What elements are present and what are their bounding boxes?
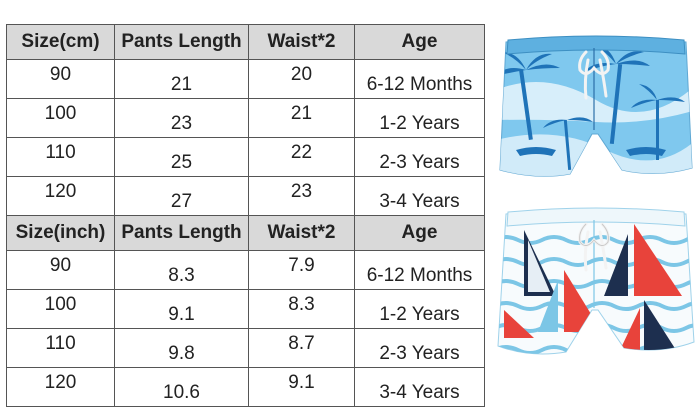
header-pants-length: Pants Length [114,215,249,251]
age-cell: 1-2 Years [354,289,485,329]
age-cell: 6-12 Months [354,250,485,290]
age-cell: 2-3 Years [354,137,485,177]
table-row: 90 8.3 7.9 6-12 Months [6,250,485,290]
waist-cell: 9.1 [248,367,355,407]
palm-tree-shorts-image [496,30,698,190]
palm-shorts-illustration [499,35,693,177]
table-row: 100 9.1 8.3 1-2 Years [6,289,485,329]
table-row: 100 23 21 1-2 Years [6,98,485,138]
pants-length-cell: 25 [114,137,249,177]
size-cell: 110 [6,137,115,177]
sailboat-shorts-image [494,200,698,372]
size-cell: 100 [6,289,115,329]
header-waist: Waist*2 [248,215,355,251]
table-row: 120 10.6 9.1 3-4 Years [6,367,485,407]
age-cell: 3-4 Years [354,176,485,216]
size-cell: 110 [6,328,115,368]
header-pants-length: Pants Length [114,24,249,60]
header-age: Age [354,215,485,251]
table-row: 110 9.8 8.7 2-3 Years [6,328,485,368]
pants-length-cell: 21 [114,59,249,99]
waist-cell: 22 [248,137,355,177]
size-cell: 100 [6,98,115,138]
table-row: 120 27 23 3-4 Years [6,176,485,216]
header-size-inch: Size(inch) [6,215,115,251]
pants-length-cell: 23 [114,98,249,138]
header-size-cm: Size(cm) [6,24,115,60]
sailboat-shorts-illustration [497,207,695,355]
waist-cell: 20 [248,59,355,99]
size-chart: Size(cm) Pants Length Waist*2 Age 90 21 … [6,24,485,407]
header-waist: Waist*2 [248,24,355,60]
waist-cell: 8.7 [248,328,355,368]
pants-length-cell: 8.3 [114,250,249,290]
waist-cell: 21 [248,98,355,138]
cm-header-row: Size(cm) Pants Length Waist*2 Age [6,24,485,60]
age-cell: 6-12 Months [354,59,485,99]
waist-cell: 23 [248,176,355,216]
age-cell: 2-3 Years [354,328,485,368]
size-cell: 90 [6,250,115,290]
size-cell: 120 [6,176,115,216]
pants-length-cell: 10.6 [114,367,249,407]
pants-length-cell: 9.1 [114,289,249,329]
header-age: Age [354,24,485,60]
pants-length-cell: 27 [114,176,249,216]
inch-header-row: Size(inch) Pants Length Waist*2 Age [6,215,485,251]
table-row: 90 21 20 6-12 Months [6,59,485,99]
size-cell: 90 [6,59,115,99]
size-cell: 120 [6,367,115,407]
table-row: 110 25 22 2-3 Years [6,137,485,177]
size-table: Size(cm) Pants Length Waist*2 Age 90 21 … [6,24,485,407]
pants-length-cell: 9.8 [114,328,249,368]
age-cell: 3-4 Years [354,367,485,407]
age-cell: 1-2 Years [354,98,485,138]
waist-cell: 7.9 [248,250,355,290]
waist-cell: 8.3 [248,289,355,329]
